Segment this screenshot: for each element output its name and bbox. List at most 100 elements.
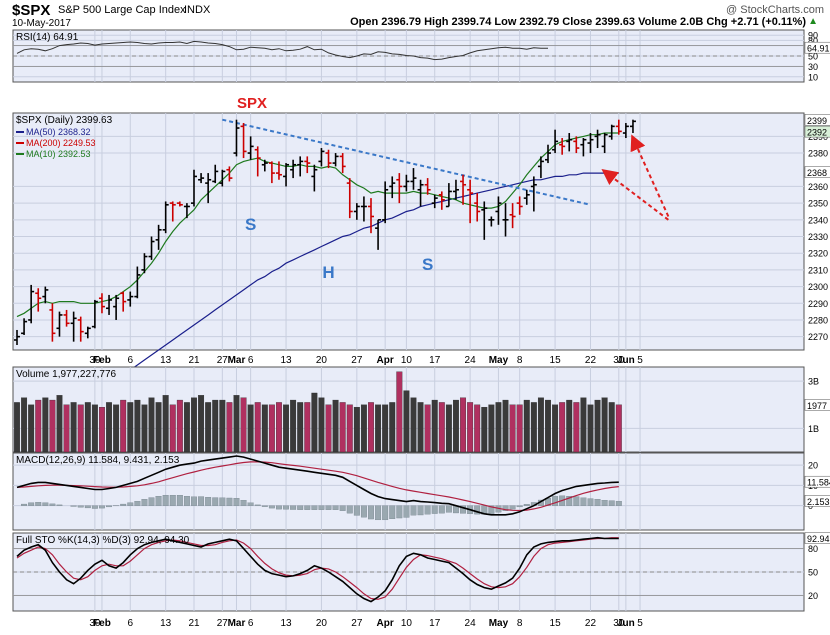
price-bar (523, 189, 530, 205)
price-bar (375, 219, 382, 250)
stockcharts-watermark: @ StockCharts.com (726, 4, 824, 16)
volume-bar (403, 390, 410, 453)
x-tick-label: 22 (585, 355, 597, 366)
volume-bar (56, 395, 63, 453)
y-tick-label: 80 (808, 36, 818, 46)
legend-item: MA(50) 2368.32 (26, 127, 91, 137)
volume-bar (35, 399, 42, 453)
volume-bar (346, 404, 353, 453)
volume-bar (495, 402, 502, 453)
macd-histogram-bar (106, 505, 112, 508)
macd-histogram-bar (375, 505, 382, 521)
volume-bar (304, 402, 311, 453)
volume-bar (474, 404, 481, 453)
y-tick-label: 20 (808, 591, 818, 601)
chart-symbol: $SPX (12, 2, 51, 19)
x-tick-label: 30 (613, 355, 625, 366)
macd-histogram-bar (403, 505, 410, 518)
macd-histogram-bar (566, 496, 573, 506)
price-legend-title: $SPX (Daily) 2399.63 (16, 115, 113, 126)
volume-bar (91, 404, 98, 453)
macd-line (16, 455, 619, 516)
macd-histogram-bar (304, 505, 311, 510)
y-tick-label: 30 (808, 62, 818, 72)
y-tick-label: 90 (808, 31, 818, 41)
volume-bar (537, 397, 544, 453)
macd-panel: 20100MACD(12,26,9) 11.584, 9.431, 2.1531… (12, 452, 830, 531)
macd-histogram-bar (474, 505, 481, 515)
macd-histogram-bar (99, 505, 105, 509)
macd-last-value-box (804, 475, 830, 488)
volume-bar (106, 402, 112, 453)
price-panel-frame (12, 112, 805, 351)
y-tick-label: 2330 (808, 232, 828, 242)
x-tick-label: 30 (89, 618, 101, 629)
macd-histogram-bar (42, 502, 49, 506)
macd-label: MACD(12,26,9) 11.584, 9.431, 2.153 (16, 455, 180, 466)
volume-bar (530, 402, 537, 453)
volume-bar (169, 404, 176, 453)
price-bar (552, 129, 559, 154)
price-bar (254, 146, 261, 177)
macd-histogram-bar (417, 505, 424, 516)
price-bar (42, 286, 49, 304)
price-bar (297, 156, 304, 177)
price-bar (247, 136, 254, 160)
macd-histogram-bar (580, 497, 587, 506)
y-tick-label: 2280 (808, 315, 828, 325)
price-bar (35, 288, 42, 312)
y-tick-label: 1B (808, 424, 819, 434)
volume-bar (488, 404, 495, 453)
price-bar (346, 178, 353, 219)
x-tick-label: Jun (617, 618, 635, 629)
volume-last-value: 1977 (807, 401, 827, 411)
price-bar (580, 138, 587, 157)
price-bar (594, 129, 601, 149)
macd-histogram-bar (445, 505, 452, 513)
volume-bar (311, 392, 318, 453)
sto-last-value-box (804, 532, 830, 544)
volume-bar (615, 404, 622, 453)
macd-histogram-bar (488, 505, 495, 514)
y-tick-label: 3B (808, 377, 819, 387)
price-bar (452, 179, 459, 200)
price-bar (212, 164, 219, 184)
price-bar (318, 148, 325, 167)
volume-bar (339, 402, 346, 453)
volume-bar (176, 399, 183, 453)
price-bar (268, 161, 275, 184)
macd-histogram-bar (176, 494, 183, 506)
macd-histogram-bar (353, 505, 360, 516)
volume-bar (601, 397, 608, 453)
volume-bar (14, 402, 20, 453)
volume-bar (84, 402, 91, 453)
volume-bar (573, 402, 580, 453)
sto-k-line (16, 536, 619, 603)
sto-label: Full STO %K(14,3) %D(3) 92.94, 94.30 (16, 535, 190, 546)
x-tick-label: 20 (316, 355, 328, 366)
macd-histogram-bar (254, 504, 261, 506)
x-tick-label: 13 (160, 618, 172, 629)
macd-histogram-bar (318, 505, 325, 510)
price-bar (615, 119, 622, 135)
price-bar (417, 179, 424, 207)
price-bar (311, 164, 318, 192)
x-tick-label: 6 (248, 355, 254, 366)
price-bar (77, 316, 84, 342)
volume-bar (162, 395, 169, 453)
price-bar (438, 191, 445, 210)
volume-bar (219, 399, 226, 453)
price-bar (176, 201, 183, 207)
volume-bar (594, 399, 601, 453)
sto-d-line (16, 537, 619, 600)
chart-date: 10-May-2017 (12, 18, 71, 29)
macd-histogram-bar (389, 505, 396, 520)
price-bar (389, 176, 396, 199)
volume-bar (368, 402, 374, 453)
volume-bar (509, 404, 516, 453)
price-bar (353, 203, 360, 220)
volume-bar (205, 402, 212, 453)
macd-histogram-bar (594, 499, 601, 506)
price-bar (629, 119, 636, 134)
